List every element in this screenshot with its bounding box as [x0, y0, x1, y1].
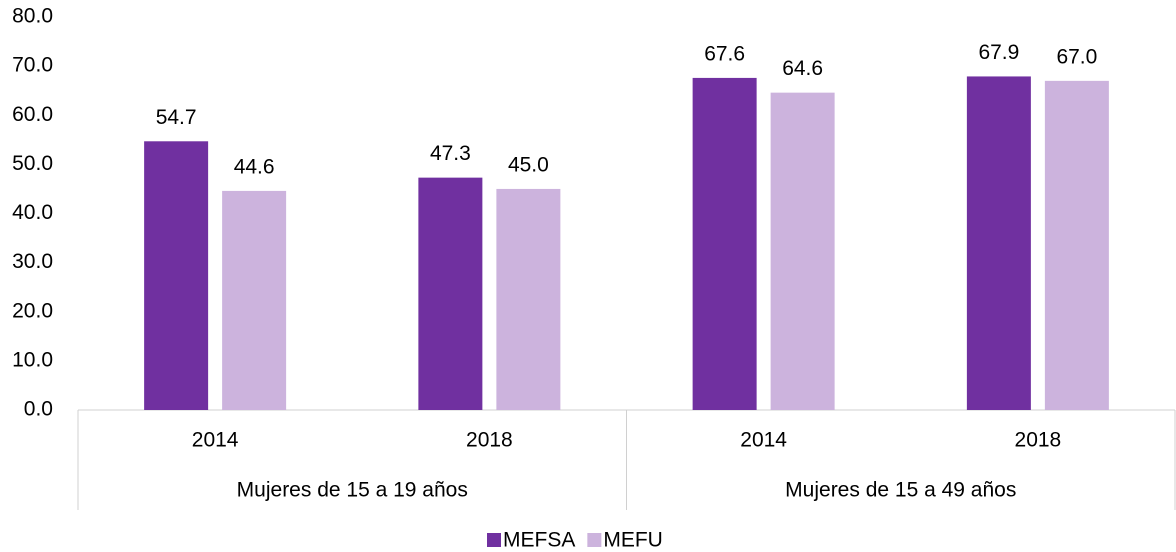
bar — [966, 76, 1031, 410]
data-label: 44.6 — [234, 155, 275, 178]
group-label: Mujeres de 15 a 19 años — [237, 479, 468, 502]
bar — [496, 188, 561, 410]
y-tick-label: 30.0 — [12, 250, 53, 273]
bar — [1044, 80, 1109, 411]
bar — [770, 92, 835, 410]
legend-label: MEFU — [603, 529, 663, 552]
y-tick-label: 60.0 — [12, 103, 53, 126]
data-label: 67.9 — [978, 41, 1019, 64]
y-tick-label: 70.0 — [12, 54, 53, 77]
legend-swatch — [487, 533, 501, 547]
x-tick-label: 2018 — [466, 429, 513, 452]
legend-label: MEFSA — [503, 529, 575, 552]
bar — [692, 77, 757, 410]
y-tick-label: 50.0 — [12, 152, 53, 175]
data-label: 67.6 — [704, 42, 745, 65]
y-tick-label: 80.0 — [12, 5, 53, 28]
bar — [222, 190, 287, 410]
legend-swatch — [587, 533, 602, 547]
x-tick-label: 2014 — [192, 429, 239, 452]
bar — [144, 141, 209, 410]
data-label: 47.3 — [430, 142, 471, 165]
data-label: 64.6 — [782, 57, 823, 80]
x-tick-label: 2014 — [740, 429, 787, 452]
data-label: 45.0 — [508, 153, 549, 176]
y-tick-label: 0.0 — [24, 398, 53, 421]
data-label: 67.0 — [1056, 45, 1097, 68]
y-tick-label: 10.0 — [12, 348, 53, 371]
bar — [418, 177, 483, 410]
x-tick-label: 2018 — [1015, 429, 1062, 452]
data-label: 54.7 — [156, 106, 197, 129]
y-tick-label: 20.0 — [12, 299, 53, 322]
group-label: Mujeres de 15 a 49 años — [785, 479, 1016, 502]
y-tick-label: 40.0 — [12, 201, 53, 224]
